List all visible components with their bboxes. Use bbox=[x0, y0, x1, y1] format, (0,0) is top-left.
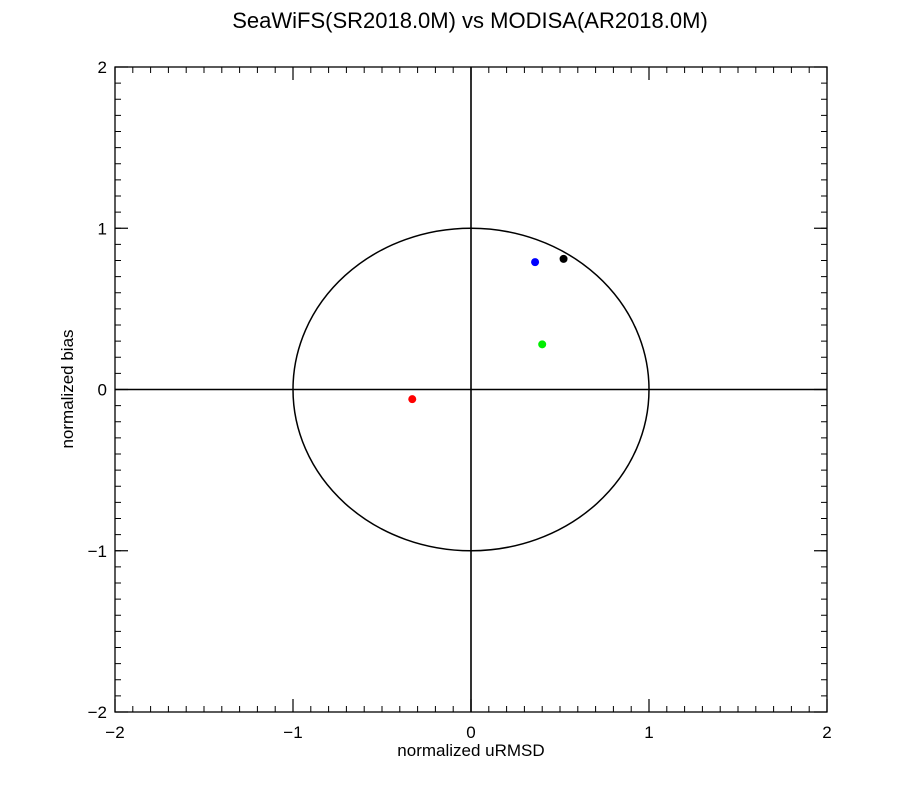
y-tick-label: 1 bbox=[98, 219, 107, 238]
y-tick-label: −2 bbox=[88, 703, 107, 722]
data-point bbox=[531, 258, 540, 267]
y-axis-label: normalized bias bbox=[58, 329, 77, 449]
x-tick-label: −2 bbox=[105, 723, 124, 742]
x-tick-label: 2 bbox=[822, 723, 831, 742]
x-axis-label: normalized uRMSD bbox=[397, 741, 545, 760]
data-point bbox=[408, 395, 417, 404]
y-tick-labels: −2 −1 0 1 2 bbox=[88, 58, 107, 722]
data-point bbox=[538, 340, 547, 349]
y-tick-label: 2 bbox=[98, 58, 107, 77]
x-tick-label: 1 bbox=[644, 723, 653, 742]
data-points bbox=[408, 254, 568, 404]
x-tick-label: 0 bbox=[466, 723, 475, 742]
data-point bbox=[559, 254, 568, 263]
y-tick-label: 0 bbox=[98, 381, 107, 400]
reference-circle bbox=[292, 227, 650, 552]
x-tick-label: −1 bbox=[283, 723, 302, 742]
chart-title: SeaWiFS(SR2018.0M) vs MODISA(AR2018.0M) bbox=[232, 8, 708, 33]
x-tick-labels: −2 −1 0 1 2 bbox=[105, 723, 831, 742]
minor-ticks bbox=[114, 66, 828, 713]
y-tick-label: −1 bbox=[88, 542, 107, 561]
